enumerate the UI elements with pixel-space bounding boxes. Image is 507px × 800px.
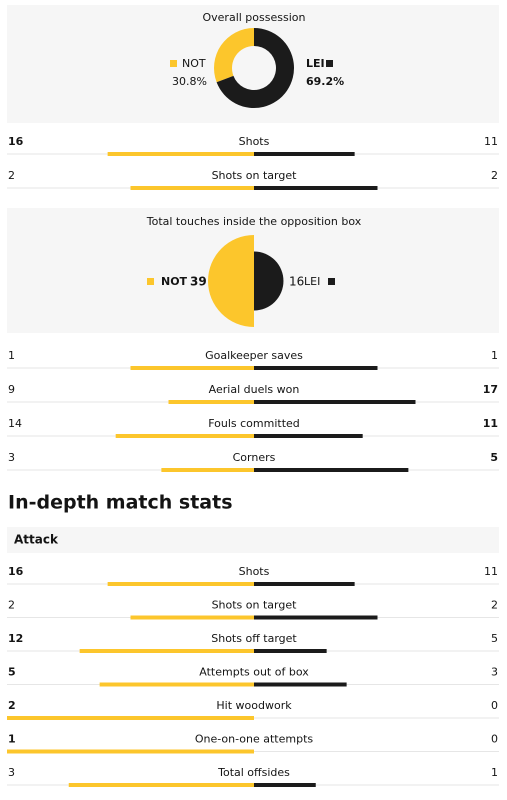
away-value: 1 <box>491 349 498 362</box>
away-bar <box>254 400 416 404</box>
team-label: LEI <box>304 275 320 288</box>
away-bar <box>254 649 327 653</box>
away-bar <box>254 615 378 620</box>
home-bar <box>115 434 255 438</box>
home-value: 2 <box>8 169 15 182</box>
team-label: LEI <box>306 57 325 70</box>
attack-title: Attack <box>14 533 59 547</box>
stat-label: Total offsides <box>217 766 290 779</box>
attack-band <box>7 527 499 553</box>
home-value: 3 <box>8 451 15 464</box>
donut-segment <box>216 28 294 109</box>
touches-title: Total touches inside the opposition box <box>146 215 362 228</box>
home-bar <box>107 582 254 586</box>
stat-label: Hit woodwork <box>216 699 292 712</box>
stat-label: Corners <box>233 451 276 464</box>
home-value: 1 <box>8 733 16 746</box>
half-circle <box>254 251 284 311</box>
away-bar <box>254 152 355 156</box>
home-bar <box>161 468 254 472</box>
touches-value: 16 <box>289 275 304 289</box>
stat-label: Shots on target <box>212 169 298 182</box>
away-value: 2 <box>491 169 498 182</box>
possession-value: 69.2% <box>306 75 344 88</box>
home-value: 16 <box>8 565 24 578</box>
away-value: 17 <box>483 383 498 396</box>
away-value: 2 <box>491 599 498 612</box>
stat-label: Shots on target <box>212 599 298 612</box>
home-bar <box>79 649 254 653</box>
team-label: NOT <box>182 57 206 70</box>
stat-label: Shots off target <box>211 632 297 645</box>
stat-label: Aerial duels won <box>209 383 300 396</box>
legend-swatch <box>147 278 154 285</box>
legend-swatch <box>170 60 177 67</box>
donut-segment <box>213 28 254 83</box>
home-bar <box>130 615 254 620</box>
stat-label: Shots <box>239 565 270 578</box>
away-bar <box>254 366 378 370</box>
home-value: 2 <box>8 599 15 612</box>
away-bar <box>254 682 347 687</box>
away-value: 11 <box>483 417 498 430</box>
away-bar <box>254 186 378 190</box>
legend-swatch <box>326 60 333 67</box>
stat-label: One-on-one attempts <box>195 733 314 746</box>
home-value: 3 <box>8 766 15 779</box>
away-value: 5 <box>491 632 498 645</box>
away-bar <box>254 434 363 438</box>
away-value: 0 <box>491 699 498 712</box>
half-circle <box>208 235 254 327</box>
away-bar <box>254 468 409 472</box>
stat-label: Fouls committed <box>208 417 300 430</box>
away-value: 11 <box>484 565 498 578</box>
home-value: 12 <box>8 632 23 645</box>
away-value: 0 <box>491 733 498 746</box>
home-value: 9 <box>8 383 15 396</box>
home-bar <box>7 716 254 720</box>
stat-label: Goalkeeper saves <box>205 349 303 362</box>
home-bar <box>7 749 254 754</box>
home-bar <box>168 400 254 404</box>
stat-label: Attempts out of box <box>199 666 309 679</box>
home-value: 1 <box>8 349 15 362</box>
away-value: 11 <box>484 135 498 148</box>
home-bar <box>130 366 254 370</box>
home-value: 5 <box>8 666 16 679</box>
away-bar <box>254 582 355 586</box>
possession-value: 30.8% <box>172 75 207 88</box>
home-bar <box>107 152 254 156</box>
away-value: 1 <box>491 766 498 779</box>
team-label: NOT <box>161 275 188 288</box>
section-heading: In-depth match stats <box>8 492 233 514</box>
away-value: 3 <box>491 666 498 679</box>
home-bar <box>68 783 254 787</box>
away-value: 5 <box>490 451 498 464</box>
home-bar <box>99 682 254 687</box>
stat-label: Shots <box>239 135 270 148</box>
touches-value: 39 <box>190 275 207 289</box>
home-value: 2 <box>8 699 16 712</box>
away-bar <box>254 783 316 787</box>
possession-title: Overall possession <box>203 11 306 24</box>
home-value: 16 <box>8 135 24 148</box>
home-bar <box>130 186 254 190</box>
legend-swatch <box>328 278 335 285</box>
home-value: 14 <box>8 417 22 430</box>
